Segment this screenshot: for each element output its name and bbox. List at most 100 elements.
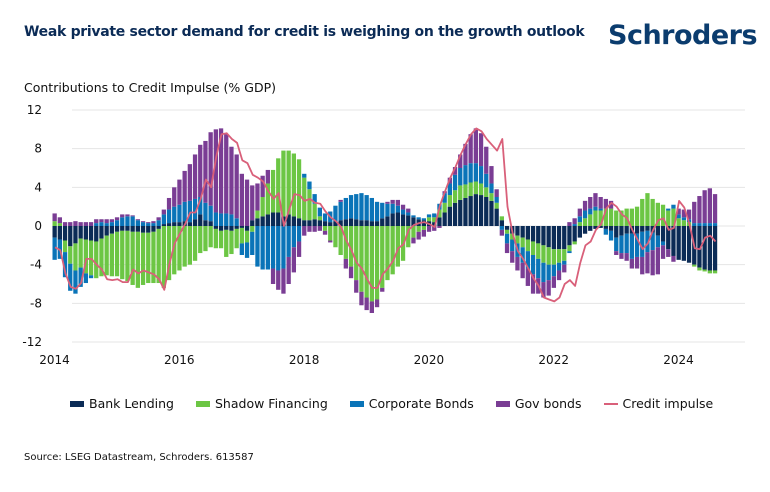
bar-gov-bonds bbox=[286, 256, 291, 284]
bar-shadow-financing bbox=[489, 193, 494, 201]
bar-corporate-bonds bbox=[182, 201, 187, 222]
bar-gov-bonds bbox=[302, 226, 307, 236]
bar-gov-bonds bbox=[369, 301, 374, 313]
bar-shadow-financing bbox=[172, 226, 177, 275]
bar-gov-bonds bbox=[172, 187, 177, 207]
x-tick-label: 2016 bbox=[164, 353, 195, 367]
bar-bank-lending bbox=[354, 219, 359, 226]
bar-shadow-financing bbox=[707, 270, 712, 274]
bar-corporate-bonds bbox=[536, 258, 541, 279]
bar-shadow-financing bbox=[676, 218, 681, 226]
bar-shadow-financing bbox=[666, 210, 671, 226]
bar-gov-bonds bbox=[593, 193, 598, 207]
bar-shadow-financing bbox=[432, 217, 437, 223]
bar-bank-lending bbox=[541, 226, 546, 246]
bar-gov-bonds bbox=[582, 200, 588, 211]
bar-shadow-financing bbox=[494, 202, 499, 209]
bar-corporate-bonds bbox=[385, 203, 390, 217]
bar-bank-lending bbox=[712, 226, 718, 271]
bar-bank-lending bbox=[338, 220, 343, 226]
bar-gov-bonds bbox=[244, 179, 250, 226]
bar-corporate-bonds bbox=[88, 275, 94, 279]
bar-gov-bonds bbox=[671, 255, 676, 262]
bar-bank-lending bbox=[250, 220, 255, 226]
bar-shadow-financing bbox=[650, 198, 655, 226]
bar-gov-bonds bbox=[702, 190, 707, 224]
bar-shadow-financing bbox=[203, 226, 208, 252]
bar-gov-bonds bbox=[218, 128, 224, 214]
bar-corporate-bonds bbox=[608, 230, 614, 241]
bar-bank-lending bbox=[312, 219, 317, 226]
bar-corporate-bonds bbox=[426, 214, 432, 218]
bar-bank-lending bbox=[52, 226, 57, 238]
bar-corporate-bonds bbox=[494, 197, 499, 203]
bar-bank-lending bbox=[406, 215, 411, 226]
bar-shadow-financing bbox=[504, 229, 510, 234]
bar-shadow-financing bbox=[244, 230, 250, 243]
bar-shadow-financing bbox=[645, 193, 650, 226]
bar-bank-lending bbox=[582, 226, 588, 234]
bar-gov-bonds bbox=[364, 297, 369, 311]
bar-bank-lending bbox=[187, 222, 192, 226]
bar-corporate-bonds bbox=[140, 222, 146, 226]
bar-gov-bonds bbox=[624, 253, 629, 261]
bar-corporate-bonds bbox=[421, 218, 426, 221]
bar-shadow-financing bbox=[463, 184, 468, 198]
bar-corporate-bonds bbox=[629, 233, 634, 259]
bar-shadow-financing bbox=[348, 226, 354, 267]
bar-gov-bonds bbox=[229, 146, 234, 215]
bar-corporate-bonds bbox=[400, 209, 406, 215]
bar-gov-bonds bbox=[515, 256, 520, 271]
bar-shadow-financing bbox=[78, 238, 83, 268]
bar-corporate-bonds bbox=[52, 237, 57, 260]
bar-bank-lending bbox=[463, 197, 468, 226]
bar-gov-bonds bbox=[276, 270, 281, 290]
bar-corporate-bonds bbox=[411, 215, 416, 218]
bar-bank-lending bbox=[265, 214, 270, 226]
x-tick-label: 2014 bbox=[39, 353, 70, 367]
bar-bank-lending bbox=[520, 226, 525, 238]
bar-bank-lending bbox=[94, 226, 99, 242]
bar-corporate-bonds bbox=[671, 204, 676, 209]
bar-gov-bonds bbox=[265, 169, 270, 184]
x-tick-label: 2022 bbox=[538, 353, 569, 367]
bar-corporate-bonds bbox=[130, 216, 135, 226]
bar-corporate-bonds bbox=[125, 216, 130, 226]
bar-gov-bonds bbox=[520, 262, 525, 279]
bar-corporate-bonds bbox=[666, 208, 671, 211]
bar-corporate-bonds bbox=[452, 174, 458, 191]
bar-gov-bonds bbox=[104, 219, 109, 224]
bar-corporate-bonds bbox=[270, 226, 276, 269]
bar-gov-bonds bbox=[125, 214, 130, 217]
bar-bank-lending bbox=[291, 216, 296, 226]
bar-shadow-financing bbox=[416, 226, 421, 232]
bar-gov-bonds bbox=[94, 219, 99, 224]
bar-corporate-bonds bbox=[291, 226, 296, 248]
bar-gov-bonds bbox=[99, 219, 104, 223]
bar-corporate-bonds bbox=[551, 264, 556, 277]
bar-corporate-bonds bbox=[333, 205, 338, 222]
bar-bank-lending bbox=[130, 226, 135, 232]
schroders-logo: Schroders bbox=[608, 20, 758, 51]
legend-item-corporate-bonds: Corporate Bonds bbox=[349, 396, 474, 411]
bar-shadow-financing bbox=[218, 230, 224, 249]
bar-corporate-bonds bbox=[541, 262, 546, 283]
bar-corporate-bonds bbox=[432, 213, 437, 218]
bar-corporate-bonds bbox=[593, 206, 598, 211]
bar-corporate-bonds bbox=[322, 213, 328, 222]
bar-shadow-financing bbox=[598, 210, 603, 226]
bar-gov-bonds bbox=[161, 209, 166, 215]
bar-shadow-financing bbox=[286, 150, 291, 215]
bar-corporate-bonds bbox=[317, 207, 322, 217]
bar-gov-bonds bbox=[458, 154, 463, 168]
bar-bank-lending bbox=[614, 226, 619, 238]
bar-corporate-bonds bbox=[224, 213, 229, 226]
bar-corporate-bonds bbox=[78, 267, 83, 287]
bar-corporate-bonds bbox=[120, 217, 125, 226]
bar-gov-bonds bbox=[380, 287, 385, 292]
bar-corporate-bonds bbox=[697, 223, 702, 226]
bar-corporate-bonds bbox=[177, 204, 182, 223]
bar-corporate-bonds bbox=[640, 231, 645, 257]
bar-corporate-bonds bbox=[161, 214, 166, 225]
